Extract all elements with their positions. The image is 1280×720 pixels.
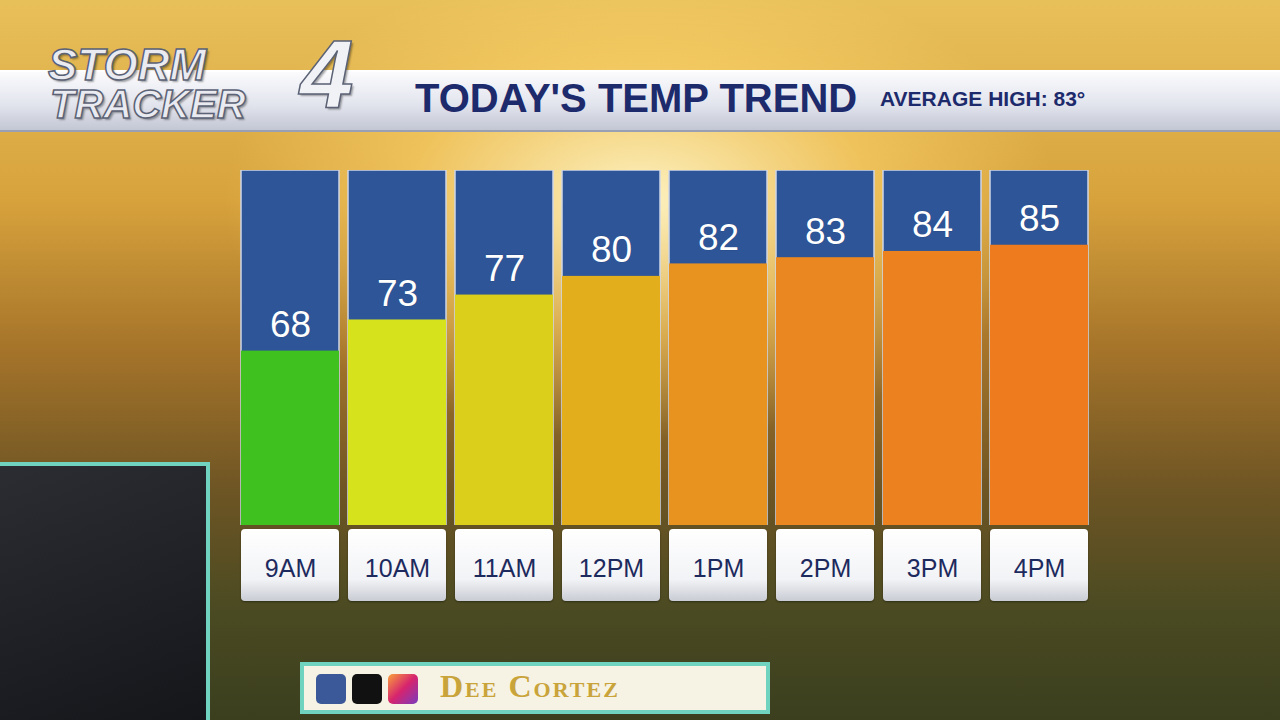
html-text:AVERAGE HIGH: 83°: AVERAGE HIGH: 83° <box>880 87 1086 110</box>
svg-text:85: 85 <box>1019 198 1060 239</box>
html-text:4: 4 <box>300 21 354 128</box>
html-text:TODAY'S TEMP TREND: TODAY'S TEMP TREND <box>415 76 858 120</box>
svg-text:77: 77 <box>484 248 525 289</box>
html-text:STORM: STORM <box>48 40 207 89</box>
svg-text:12PM: 12PM <box>579 554 644 582</box>
svg-text:4PM: 4PM <box>1014 554 1065 582</box>
svg-text:9AM: 9AM <box>265 554 316 582</box>
svg-text:73: 73 <box>377 273 418 314</box>
svg-text:68: 68 <box>270 304 311 345</box>
svg-text:3PM: 3PM <box>907 554 958 582</box>
svg-text:1PM: 1PM <box>693 554 744 582</box>
svg-text:2PM: 2PM <box>800 554 851 582</box>
svg-text:83: 83 <box>805 211 846 252</box>
svg-text:11AM: 11AM <box>473 554 536 582</box>
svg-text:84: 84 <box>912 204 953 245</box>
html-text:TRACKER: TRACKER <box>50 82 246 126</box>
svg-text:10AM: 10AM <box>365 554 430 582</box>
svg-text:82: 82 <box>698 217 739 258</box>
svg-text:80: 80 <box>591 229 632 270</box>
html-text:Dee Cortez: Dee Cortez <box>440 668 620 704</box>
